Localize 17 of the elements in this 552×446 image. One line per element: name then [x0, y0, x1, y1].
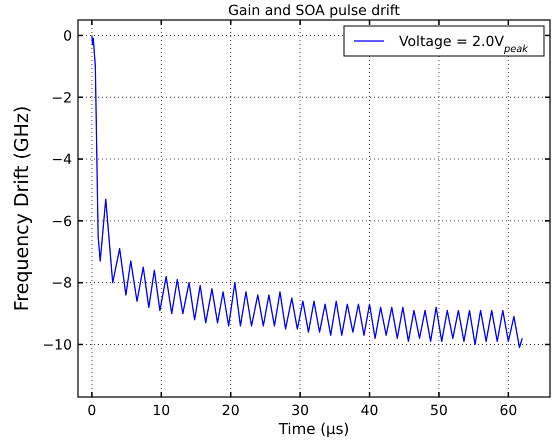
y-axis-title: Frequency Drift (GHz) [11, 106, 33, 312]
legend-label: Voltage = 2.0V$_{peak}$ [399, 34, 528, 54]
x-tick-label: 0 [87, 403, 96, 419]
y-tick-label: −10 [42, 337, 72, 354]
chart-title: Gain and SOA pulse drift [228, 3, 400, 19]
x-tick-label: 50 [430, 403, 448, 419]
y-tick-label: −2 [51, 90, 72, 106]
x-axis-title: Time (μs) [278, 420, 350, 438]
x-tick-label: 20 [222, 403, 240, 419]
x-tick-label: 60 [499, 403, 518, 419]
x-tick-label: 40 [360, 403, 378, 419]
x-tick-label: 30 [291, 403, 310, 419]
y-tick-label: −4 [51, 152, 72, 168]
y-tick-label: −8 [51, 276, 72, 292]
y-tick-label: 0 [63, 28, 72, 44]
x-tick-label: 10 [152, 403, 170, 419]
y-tick-label: −6 [51, 214, 72, 230]
